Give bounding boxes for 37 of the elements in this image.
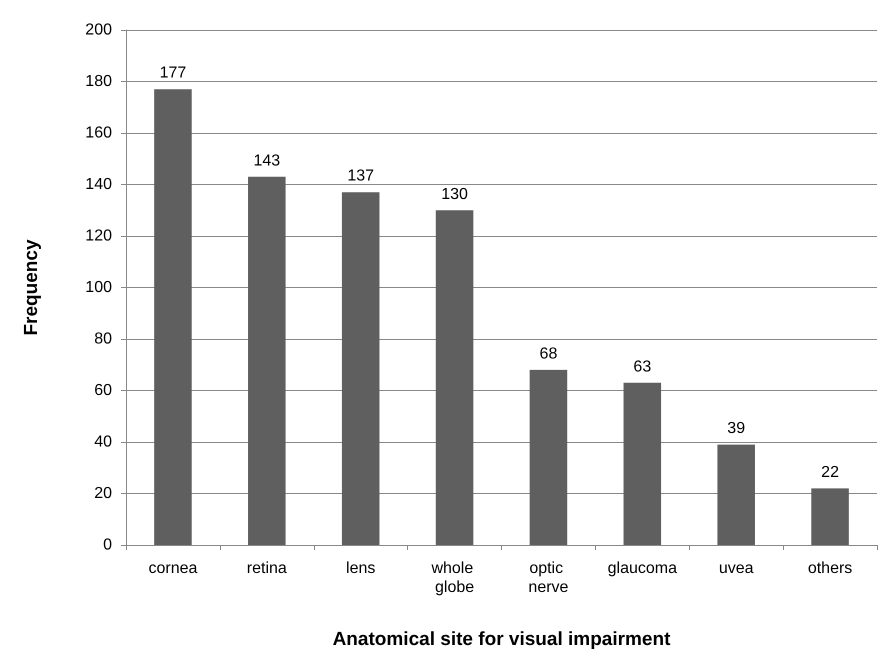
bar bbox=[436, 210, 474, 545]
bar bbox=[342, 192, 380, 545]
y-tick-label: 180 bbox=[85, 73, 112, 90]
bar bbox=[248, 176, 286, 545]
y-tick-label: 40 bbox=[94, 434, 112, 450]
y-tick-label: 80 bbox=[94, 330, 112, 348]
data-label: 177 bbox=[160, 64, 186, 82]
x-tick-label: cornea bbox=[148, 560, 198, 577]
x-tick-label: lens bbox=[346, 560, 376, 577]
bar bbox=[624, 382, 662, 545]
x-tick-label: uvea bbox=[718, 560, 754, 577]
data-label: 137 bbox=[347, 168, 374, 185]
bar bbox=[811, 488, 849, 545]
y-tick-label: 20 bbox=[94, 485, 112, 502]
y-tick-label: 200 bbox=[85, 22, 112, 38]
y-axis-title: Frequency bbox=[21, 239, 42, 336]
data-label: 22 bbox=[821, 464, 840, 481]
x-tick-label: glaucoma bbox=[608, 560, 678, 577]
data-label: 143 bbox=[253, 152, 280, 170]
x-tick-label: whole globe bbox=[430, 560, 478, 596]
y-tick-label: 160 bbox=[85, 124, 112, 142]
x-tick-label: optic nerve bbox=[528, 560, 569, 596]
x-axis-title: Anatomical site for visual impairment bbox=[332, 629, 672, 650]
y-tick-label: 0 bbox=[103, 536, 112, 554]
y-tick-label: 120 bbox=[85, 228, 112, 244]
data-label: 39 bbox=[727, 420, 746, 438]
y-tick-label: 140 bbox=[85, 176, 112, 193]
y-tick-label: 100 bbox=[85, 279, 112, 296]
x-tick-label: retina bbox=[246, 560, 287, 577]
y-tick-label: 60 bbox=[94, 382, 112, 399]
data-label: 130 bbox=[441, 186, 468, 203]
data-label: 63 bbox=[633, 358, 652, 376]
x-tick-label: others bbox=[808, 560, 852, 577]
bar bbox=[530, 370, 568, 545]
bar bbox=[154, 89, 192, 545]
data-label: 68 bbox=[540, 345, 558, 362]
bar bbox=[717, 444, 755, 545]
